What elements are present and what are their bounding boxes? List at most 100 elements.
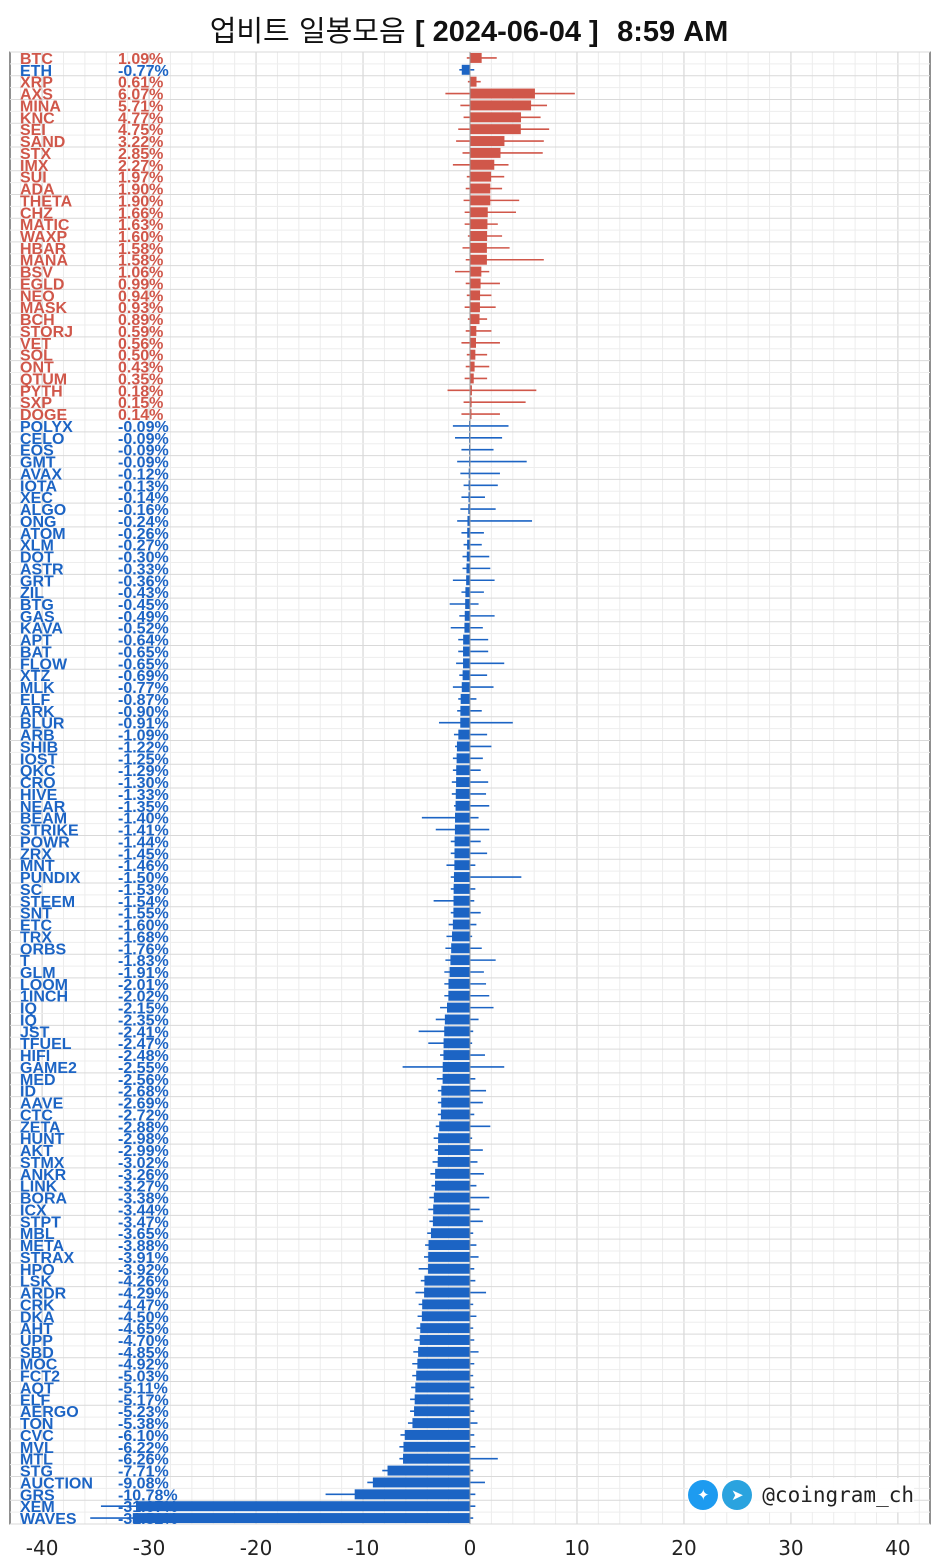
change-bar (455, 788, 470, 799)
coin-label: JST (20, 1024, 50, 1041)
change-percent-label: 0.59% (118, 324, 163, 341)
change-percent-label: -1.68% (118, 929, 169, 946)
change-percent-label: -31.52% (118, 1511, 178, 1528)
change-bar (470, 76, 477, 87)
coin-label: ATOM (20, 526, 66, 543)
coin-label: GMT (20, 455, 56, 472)
change-percent-label: -1.76% (118, 941, 169, 958)
change-percent-label: 0.35% (118, 371, 163, 388)
change-bar (470, 337, 476, 348)
coin-label: ID (20, 1084, 36, 1101)
coin-label: EGLD (20, 276, 64, 293)
coin-label: STORJ (20, 324, 73, 341)
change-percent-label: -2.55% (118, 1060, 169, 1077)
change-bar (462, 670, 470, 681)
change-bar (452, 931, 470, 942)
change-bar (414, 1394, 470, 1405)
change-bar (454, 848, 470, 859)
change-bar (470, 195, 491, 206)
coin-label: THETA (20, 193, 73, 210)
change-percent-label: -3.26% (118, 1167, 169, 1184)
change-bar (470, 88, 535, 99)
change-percent-label: -1.53% (118, 882, 169, 899)
coin-label: STX (20, 146, 51, 163)
change-percent-label: -0.64% (118, 633, 169, 650)
coin-label: ETH (20, 63, 52, 80)
coin-label: ARB (20, 728, 55, 745)
coin-label: PUNDIX (20, 870, 81, 887)
change-percent-label: -2.72% (118, 1107, 169, 1124)
coin-label: SC (20, 882, 43, 899)
change-bar (438, 1145, 470, 1156)
change-percent-label: -1.60% (118, 918, 169, 935)
coin-label: SBD (20, 1345, 54, 1362)
coin-label: ELF (20, 692, 50, 709)
change-percent-label: 1.90% (118, 193, 163, 210)
title-prefix: 업비트 일봉모음 (209, 14, 406, 48)
chart-title: 업비트 일봉모음 [ 2024-06-04 ] 8:59 AM (0, 8, 938, 50)
change-bar (435, 1168, 470, 1179)
change-bar (444, 1026, 470, 1037)
change-percent-label: -2.15% (118, 1001, 169, 1018)
coin-label: XTZ (20, 668, 50, 685)
change-bar (415, 1382, 470, 1393)
change-bar (412, 1418, 470, 1429)
coin-label: BTC (20, 51, 53, 68)
coin-label: HIVE (20, 787, 58, 804)
change-bar (470, 302, 480, 313)
brand-handle[interactable]: @coingram_ch (762, 1483, 914, 1507)
coin-label: KNC (20, 110, 55, 127)
change-bar (467, 527, 470, 538)
change-bar (441, 1085, 470, 1096)
change-bar (416, 1370, 470, 1381)
change-percent-label: 1.90% (118, 182, 163, 199)
coin-label: LSK (20, 1274, 52, 1291)
coin-label: CRK (20, 1297, 55, 1314)
coin-label: LINK (20, 1179, 58, 1196)
change-percent-label: -4.29% (118, 1286, 169, 1303)
change-bar (470, 171, 492, 182)
change-bar (422, 1299, 470, 1310)
coin-label: ELF (20, 1392, 50, 1409)
change-percent-label: -1.83% (118, 953, 169, 970)
change-bar (460, 717, 470, 728)
change-percent-label: 4.77% (118, 110, 163, 127)
change-bar (449, 967, 470, 977)
coin-label: XLM (20, 538, 54, 555)
change-bar (404, 1429, 470, 1440)
change-percent-label: -0.24% (118, 514, 169, 531)
change-percent-label: 0.15% (118, 395, 163, 412)
telegram-plane-icon[interactable]: ➤ (722, 1480, 753, 1510)
coin-label: IOST (20, 751, 58, 768)
coin-label: AXS (20, 87, 53, 104)
coin-label: APT (20, 633, 52, 650)
coin-label: FLOW (20, 656, 68, 673)
change-bar (453, 895, 470, 906)
change-bar (460, 705, 470, 716)
coin-label: MATIC (20, 217, 70, 234)
change-bar (470, 290, 481, 301)
change-percent-label: -0.13% (118, 478, 169, 495)
change-bar (444, 1014, 470, 1025)
change-bar (454, 860, 470, 871)
change-percent-label: -31.07% (118, 1499, 178, 1516)
coin-label: CTC (20, 1107, 53, 1124)
twitter-bird-icon[interactable]: ✦ (688, 1480, 719, 1510)
change-percent-label: -3.91% (118, 1250, 169, 1267)
coin-label: BSV (20, 265, 53, 282)
change-bar (464, 610, 470, 621)
coin-label: TON (20, 1416, 53, 1433)
change-bar (440, 1109, 470, 1120)
change-percent-label: -1.46% (118, 858, 169, 875)
change-bar (448, 990, 470, 1001)
change-percent-label: -3.02% (118, 1155, 169, 1172)
change-percent-label: -1.29% (118, 763, 169, 780)
change-percent-label: -6.26% (118, 1452, 169, 1469)
change-bar (463, 634, 470, 645)
change-percent-label: 0.18% (118, 383, 163, 400)
change-percent-label: 1.09% (118, 51, 163, 68)
coin-label: SOL (20, 348, 53, 365)
change-bar (470, 136, 505, 147)
change-bar (442, 1061, 470, 1072)
change-bar (470, 373, 474, 384)
